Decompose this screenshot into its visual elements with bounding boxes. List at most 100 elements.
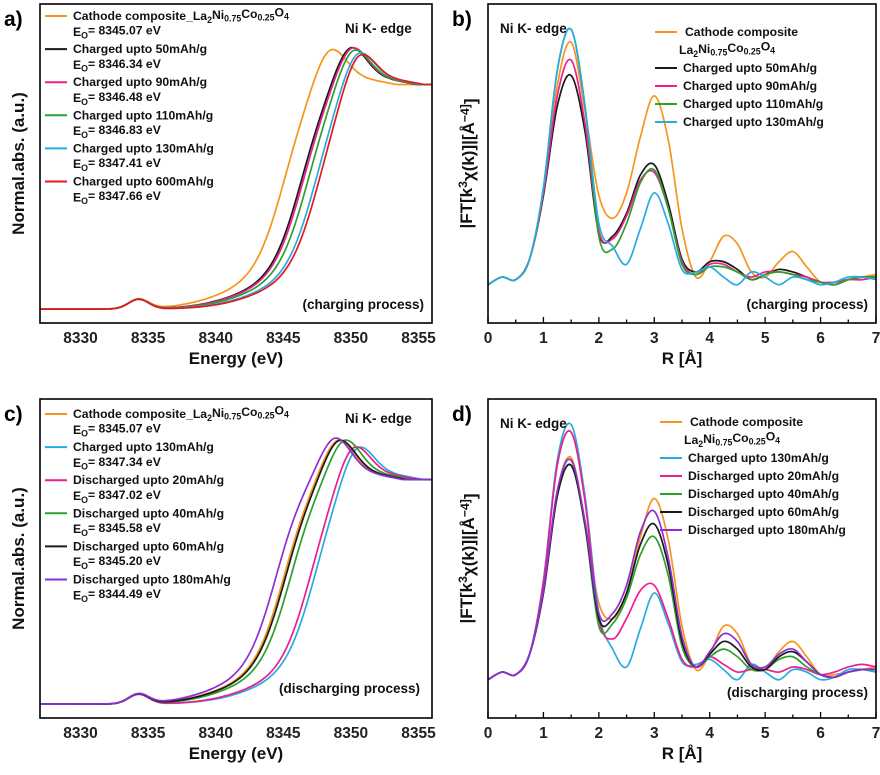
series-line-3 — [488, 430, 876, 681]
legend-label-4: Discharged upto 40mAh/g — [688, 487, 839, 501]
series-line-6 — [488, 458, 876, 681]
legend-label-6: Discharged upto 180mAh/g — [688, 523, 846, 537]
x-tick-label: 8345 — [266, 330, 301, 347]
x-tick-label: 4 — [705, 330, 714, 347]
legend-label-1: Cathode composite — [685, 25, 798, 39]
legend-label-3: Discharged upto 20mAh/g — [688, 469, 839, 483]
y-axis-label: Normal.abs. (a.u.) — [9, 487, 28, 630]
x-tick-label: 6 — [816, 330, 825, 347]
panel-a: 8330 8335 8340 8345 8350 8355 Energy (eV) Norma… — [4, 3, 436, 368]
edge-label: Ni K- edge — [345, 21, 412, 36]
legend-label-2: Charged upto 50mAh/g — [683, 61, 817, 75]
panel-b: 0 1 2 3 4 5 6 7 R [Å] |FT[k3χ(k)]|[Å−4]] b) Ni K- e… — [452, 3, 880, 368]
legend-e0-4: EO= 8345.58 eV — [73, 521, 162, 538]
legend-label-1-formula: La2​Ni0.75​Co0.25​O4​ — [679, 40, 775, 59]
panel-d: 0 1 2 3 4 5 6 7 R [Å] |FT[k3χ(k)]|[Å−4]] d) Ni K- e… — [452, 398, 880, 763]
plot-frame — [39, 3, 433, 324]
panel-label: b) — [452, 8, 472, 31]
legend-label-3: Discharged upto 20mAh/g — [73, 473, 224, 487]
x-tick-label: 2 — [595, 330, 604, 347]
y-axis-label: |FT[k3χ(k)]|[Å−4]] — [456, 98, 480, 228]
legend-label-4: Charged upto 110mAh/g — [73, 108, 213, 122]
curves — [488, 422, 876, 681]
legend-e0-2: EO= 8347.34 eV — [73, 455, 162, 472]
x-tick-label: 4 — [705, 725, 714, 742]
legend-e0-6: EO= 8347.66 eV — [73, 189, 162, 206]
legend-label-4: Charged upto 110mAh/g — [683, 97, 823, 111]
x-tick-label: 8350 — [334, 725, 368, 742]
legend-e0-3: EO= 8347.02 eV — [73, 488, 162, 505]
curves — [40, 437, 432, 705]
x-tick-label: 3 — [650, 330, 659, 347]
x-axis-label: Energy (eV) — [189, 349, 283, 368]
panel-label: a) — [4, 8, 23, 31]
curves — [40, 46, 432, 310]
x-tick-label: 8340 — [198, 725, 232, 742]
legend-e0-4: EO= 8346.83 eV — [73, 123, 162, 140]
process-annotation: (discharging process) — [727, 685, 868, 700]
series-line-6 — [40, 53, 432, 310]
x-tick-label: 3 — [650, 725, 659, 742]
legend-label-3: Charged upto 90mAh/g — [73, 75, 207, 89]
legend-label-6: Discharged upto 180mAh/g — [73, 573, 231, 587]
x-tick-label: 0 — [484, 725, 493, 742]
x-tick-label: 6 — [816, 725, 825, 742]
x-tick-label: 2 — [595, 725, 604, 742]
legend-label-2: Charged upto 50mAh/g — [73, 42, 207, 56]
edge-label: Ni K- edge — [345, 411, 412, 426]
x-tick-label: 8345 — [266, 725, 301, 742]
legend-e0-5: EO= 8347.41 eV — [73, 156, 162, 173]
legend-label-4: Discharged upto 40mAh/g — [73, 506, 224, 520]
x-tick-label: 8355 — [401, 725, 436, 742]
x-tick-label: 8335 — [131, 330, 166, 347]
series-line-4 — [488, 27, 876, 286]
x-axis-label: Energy (eV) — [189, 744, 283, 763]
legend-label-2: Charged upto 130mAh/g — [73, 440, 214, 454]
plot-frame — [39, 398, 433, 719]
legend-label-5: Discharged upto 60mAh/g — [73, 539, 224, 553]
legend-e0-6: EO= 8344.49 eV — [73, 587, 162, 604]
x-tick-label: 8355 — [401, 330, 436, 347]
x-tick-label: 8340 — [198, 330, 232, 347]
legend-label-6: Charged upto 600mAh/g — [73, 175, 214, 189]
x-tick-label: 1 — [539, 725, 548, 742]
legend-label-3: Charged upto 90mAh/g — [683, 79, 817, 93]
x-tick-label: 8350 — [334, 330, 368, 347]
legend-label-5: Charged upto 130mAh/g — [683, 115, 824, 129]
legend-label-5: Charged upto 130mAh/g — [73, 141, 214, 155]
series-line-5 — [488, 27, 876, 286]
y-axis-label: Normal.abs. (a.u.) — [9, 92, 28, 235]
x-axis-label: R [Å] — [662, 744, 703, 763]
legend-e0-2: EO= 8346.34 eV — [73, 57, 162, 74]
process-annotation: (charging process) — [746, 297, 868, 312]
edge-label: Ni K- edge — [500, 21, 567, 36]
x-tick-label: 8330 — [63, 725, 97, 742]
panel-label: c) — [4, 403, 23, 426]
legend-label-1: Cathode composite — [690, 415, 803, 429]
legend-label-2: Charged upto 130mAh/g — [688, 451, 829, 465]
legend-e0-3: EO= 8346.48 eV — [73, 90, 162, 107]
x-tick-label: 0 — [484, 330, 493, 347]
y-axis-label: |FT[k3χ(k)]|[Å−4]] — [456, 493, 480, 623]
x-axis-label: R [Å] — [662, 349, 703, 368]
process-annotation: (discharging process) — [279, 681, 420, 696]
x-tick-label: 5 — [761, 330, 770, 347]
panel-label: d) — [452, 403, 472, 426]
edge-label: Ni K- edge — [500, 416, 567, 431]
series-line-6 — [40, 437, 432, 705]
legend-label-5: Discharged upto 60mAh/g — [688, 505, 839, 519]
x-tick-label: 1 — [539, 330, 548, 347]
x-tick-label: 8330 — [63, 330, 97, 347]
x-tick-label: 7 — [872, 330, 880, 347]
x-tick-label: 5 — [761, 725, 770, 742]
curves — [488, 27, 876, 286]
legend-label-1: Cathode composite_La2​Ni0.75​Co0.25​O4​ — [73, 404, 289, 423]
legend-e0-1: EO= 8345.07 eV — [73, 422, 162, 439]
x-tick-label: 8335 — [131, 725, 166, 742]
panel-c: 8330 8335 8340 8345 8350 8355 Energy (eV) Norma… — [4, 398, 436, 763]
legend-e0-5: EO= 8345.20 eV — [73, 554, 162, 571]
legend-label-1-formula: La2​Ni0.75​Co0.25​O4​ — [684, 430, 780, 449]
legend-e0-1: EO= 8345.07 eV — [73, 24, 162, 41]
process-annotation: (charging process) — [302, 297, 424, 312]
